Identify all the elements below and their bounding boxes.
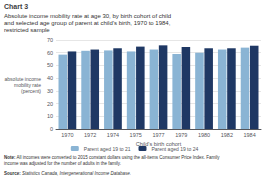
svg-text:0: 0 xyxy=(50,126,53,132)
svg-text:1982: 1982 xyxy=(221,132,233,138)
svg-text:1980: 1980 xyxy=(198,132,210,138)
svg-text:Chart 3: Chart 3 xyxy=(4,3,28,10)
svg-text:Child's birth cohort: Child's birth cohort xyxy=(135,141,182,147)
svg-text:Absolute income mobility rate: Absolute income mobility rate at age 30,… xyxy=(4,13,171,19)
svg-text:Statistics Canada, Intergenera: Statistics Canada, Intergenerational Inc… xyxy=(21,171,131,176)
svg-text:1977: 1977 xyxy=(152,132,164,138)
svg-text:1974: 1974 xyxy=(107,132,119,138)
svg-text:All incomes were converted to: All incomes were converted to 2015 const… xyxy=(15,155,220,160)
svg-text:1979: 1979 xyxy=(175,132,187,138)
svg-text:1975: 1975 xyxy=(130,132,142,138)
svg-text:(percent): (percent) xyxy=(21,88,41,94)
svg-text:70: 70 xyxy=(47,37,53,43)
svg-text:Parent aged 19 to 21: Parent aged 19 to 21 xyxy=(84,146,131,152)
svg-text:30: 30 xyxy=(47,88,53,94)
svg-text:10: 10 xyxy=(47,113,53,119)
svg-text:1984: 1984 xyxy=(243,132,255,138)
svg-text:Source:: Source: xyxy=(4,171,21,176)
svg-text:absolute income: absolute income xyxy=(4,75,41,82)
svg-text:and selected age group of pare: and selected age group of parent at chil… xyxy=(4,20,171,26)
svg-text:Note:: Note: xyxy=(4,155,16,160)
svg-text:1972: 1972 xyxy=(84,132,96,138)
svg-text:restricted sample: restricted sample xyxy=(4,27,50,33)
svg-text:1970: 1970 xyxy=(61,132,73,138)
svg-text:60: 60 xyxy=(47,50,53,56)
svg-text:20: 20 xyxy=(47,101,53,107)
svg-text:mobility rate: mobility rate xyxy=(14,81,41,88)
svg-text:income was adjusted for the nu: income was adjusted for the number of ad… xyxy=(4,161,121,166)
svg-text:40: 40 xyxy=(47,75,53,81)
svg-text:50: 50 xyxy=(47,62,53,68)
svg-text:Parent aged 19 to 24: Parent aged 19 to 24 xyxy=(152,146,199,152)
